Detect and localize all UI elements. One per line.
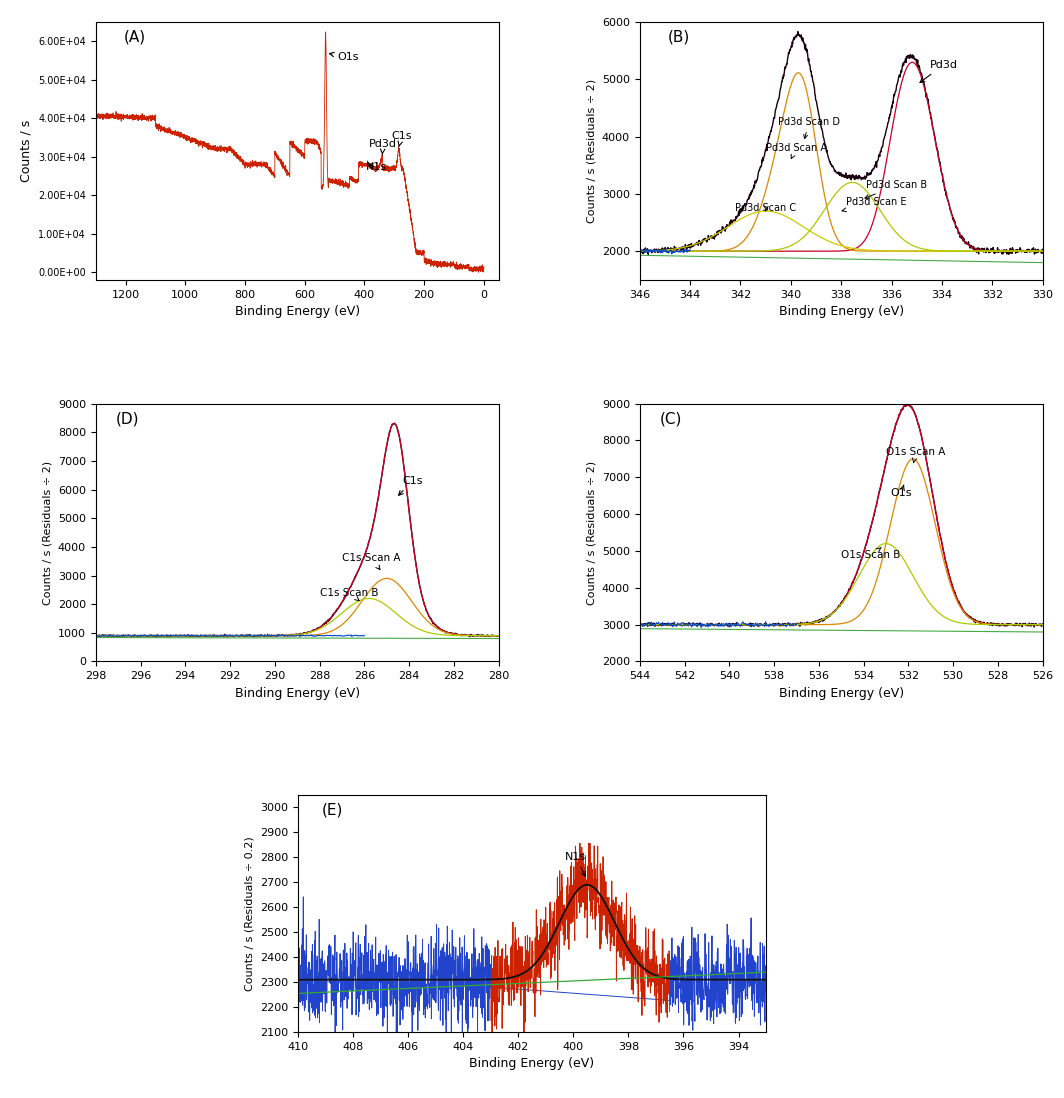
Text: N1s: N1s bbox=[366, 163, 387, 172]
Y-axis label: Counts / s (Residuals ÷ 2): Counts / s (Residuals ÷ 2) bbox=[586, 460, 596, 605]
Text: Pd3d Scan C: Pd3d Scan C bbox=[735, 203, 797, 213]
Text: (E): (E) bbox=[321, 802, 343, 817]
Y-axis label: Counts / s (Residuals ÷ 2): Counts / s (Residuals ÷ 2) bbox=[43, 460, 52, 605]
Y-axis label: Counts / s: Counts / s bbox=[19, 120, 33, 182]
Text: (A): (A) bbox=[124, 30, 146, 45]
X-axis label: Binding Energy (eV): Binding Energy (eV) bbox=[779, 686, 903, 699]
Text: C1s Scan A: C1s Scan A bbox=[342, 553, 400, 570]
Text: Pd3d Scan D: Pd3d Scan D bbox=[778, 117, 841, 138]
Text: (C): (C) bbox=[660, 412, 682, 426]
Text: Pd3d: Pd3d bbox=[920, 59, 958, 82]
Text: C1s: C1s bbox=[399, 475, 423, 495]
X-axis label: Binding Energy (eV): Binding Energy (eV) bbox=[235, 305, 360, 318]
Text: Pd3d: Pd3d bbox=[369, 139, 397, 155]
Text: Pd3d Scan E: Pd3d Scan E bbox=[842, 198, 907, 212]
Text: (D): (D) bbox=[116, 412, 139, 426]
Text: C1s Scan B: C1s Scan B bbox=[319, 587, 378, 601]
Text: Pd3d Scan B: Pd3d Scan B bbox=[865, 180, 928, 199]
Text: C1s: C1s bbox=[392, 132, 412, 147]
Y-axis label: Counts / s (Residuals ÷ 0.2): Counts / s (Residuals ÷ 0.2) bbox=[245, 837, 254, 990]
Y-axis label: Counts / s (Residuals ÷ 2): Counts / s (Residuals ÷ 2) bbox=[586, 79, 596, 223]
X-axis label: Binding Energy (eV): Binding Energy (eV) bbox=[469, 1057, 595, 1071]
Text: O1s: O1s bbox=[891, 485, 912, 497]
X-axis label: Binding Energy (eV): Binding Energy (eV) bbox=[235, 686, 360, 699]
Text: O1s: O1s bbox=[330, 53, 359, 63]
Text: N1s: N1s bbox=[565, 852, 586, 876]
X-axis label: Binding Energy (eV): Binding Energy (eV) bbox=[779, 305, 903, 318]
Text: O1s Scan A: O1s Scan A bbox=[886, 447, 946, 463]
Text: O1s Scan B: O1s Scan B bbox=[842, 548, 900, 560]
Text: (B): (B) bbox=[668, 30, 691, 45]
Text: Pd3d Scan A: Pd3d Scan A bbox=[766, 143, 827, 158]
